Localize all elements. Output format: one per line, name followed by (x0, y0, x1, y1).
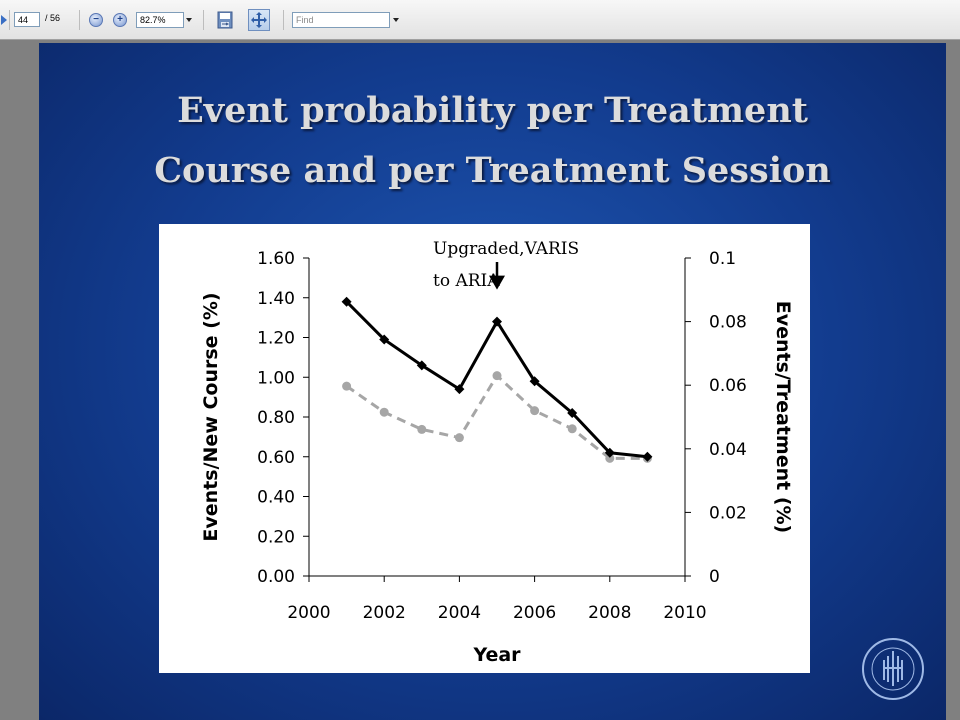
series-events-per-treatment-point (342, 381, 352, 391)
page-number-input[interactable]: 44 (14, 12, 40, 27)
y-left-tick-label: 0.20 (257, 527, 295, 547)
series-events-per-course-point (492, 316, 502, 327)
y-right-tick-label: 0.08 (709, 313, 747, 333)
y-left-tick-label: 1.60 (257, 249, 295, 269)
toolbar-divider (203, 10, 204, 30)
x-tick-label: 2006 (513, 603, 556, 623)
annotation-arrow (489, 262, 505, 290)
series-events-per-course-point (642, 451, 653, 462)
zoom-level-select[interactable]: 82.7% (136, 12, 184, 28)
y-left-tick-label: 0.40 (257, 488, 295, 508)
series-events-per-course-point (416, 360, 427, 371)
y-left-tick-label: 0.80 (257, 408, 295, 428)
series-events-per-treatment-point (454, 433, 464, 443)
series-events-per-treatment-point (417, 424, 427, 434)
chart-tick-marks (303, 257, 691, 582)
y-right-tick-label: 0.1 (709, 249, 736, 269)
y-left-tick-label: 1.20 (257, 329, 295, 349)
slide-title-line-2: Course and per Treatment Session (154, 150, 831, 191)
zoom-dropdown-caret-icon[interactable] (186, 18, 192, 22)
find-dropdown-caret-icon[interactable] (393, 18, 399, 22)
y-right-tick-label: 0.02 (709, 503, 747, 523)
toolbar-divider (9, 10, 10, 30)
x-tick-label: 2000 (287, 603, 330, 623)
toolbar-divider (79, 10, 80, 30)
y-left-tick-label: 1.40 (257, 289, 295, 309)
annotation: Upgraded,VARIS to ARIA (433, 239, 579, 291)
chart-tick-labels: 1.60 1.40 1.20 1.00 0.80 0.60 0.40 0.20 0.00 0.1 0… (257, 249, 747, 623)
page-total-label: / 56 (45, 13, 61, 23)
pdf-toolbar: 44 / 56 − + 82.7% Find (0, 0, 960, 40)
slide-title: Event probability per Treatment Course a… (39, 81, 946, 201)
zoom-in-icon[interactable]: + (113, 13, 127, 27)
series-events-per-course-point (604, 447, 615, 458)
series-events-per-course-point (454, 384, 465, 395)
x-tick-label: 2002 (363, 603, 406, 623)
annotation-arrow-head (489, 275, 505, 290)
y-right-tick-label: 0.04 (709, 440, 747, 460)
y-right-tick-label: 0.06 (709, 376, 747, 396)
annotation-line-2: to ARIA (433, 271, 500, 291)
chart-series (341, 296, 653, 463)
x-axis-title: Year (472, 644, 521, 666)
y-axis-right-title: Events/Treatment (%) (772, 301, 794, 533)
series-events-per-course-point (529, 376, 540, 387)
series-events-per-course-point (567, 408, 578, 419)
y-left-tick-label: 0.60 (257, 448, 295, 468)
series-events-per-treatment-point (379, 407, 389, 417)
fit-page-icon[interactable] (248, 9, 270, 31)
chart-axes (308, 258, 686, 577)
series-events-per-course-point (341, 296, 352, 307)
x-tick-label: 2004 (438, 603, 481, 623)
zoom-out-icon[interactable]: − (89, 13, 103, 27)
chart-svg: 1.60 1.40 1.20 1.00 0.80 0.60 0.40 0.20 0.00 0.1 0… (200, 239, 794, 666)
series-events-per-course-point (379, 334, 390, 345)
annotation-line-1: Upgraded,VARIS (433, 239, 579, 259)
save-icon[interactable] (214, 9, 236, 31)
x-tick-label: 2010 (663, 603, 706, 623)
y-axis-left-title: Events/New Course (%) (200, 292, 222, 541)
series-events-per-treatment-point (605, 453, 615, 463)
institution-seal-logo (862, 638, 924, 700)
x-tick-label: 2008 (588, 603, 631, 623)
slide-title-line-1: Event probability per Treatment (177, 90, 808, 131)
play-icon[interactable] (1, 15, 7, 25)
find-input[interactable]: Find (292, 12, 390, 28)
y-left-tick-label: 0.00 (257, 567, 295, 587)
series-events-per-treatment-point (530, 406, 540, 416)
series-events-per-treatment-point (567, 424, 577, 434)
y-left-tick-label: 1.00 (257, 368, 295, 388)
y-right-tick-label: 0 (709, 567, 720, 587)
toolbar-divider (283, 10, 284, 30)
series-events-per-treatment-point (492, 371, 502, 381)
chart: 1.60 1.40 1.20 1.00 0.80 0.60 0.40 0.20 0.00 0.1 0… (159, 224, 810, 673)
